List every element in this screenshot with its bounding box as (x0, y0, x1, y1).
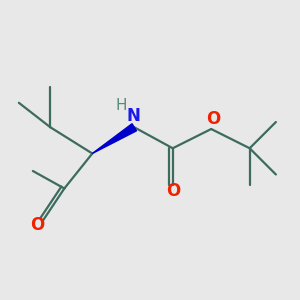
Polygon shape (92, 124, 136, 154)
Text: H: H (115, 98, 127, 113)
Text: N: N (127, 107, 140, 125)
Text: O: O (166, 182, 181, 200)
Text: O: O (30, 216, 44, 234)
Text: O: O (206, 110, 220, 128)
